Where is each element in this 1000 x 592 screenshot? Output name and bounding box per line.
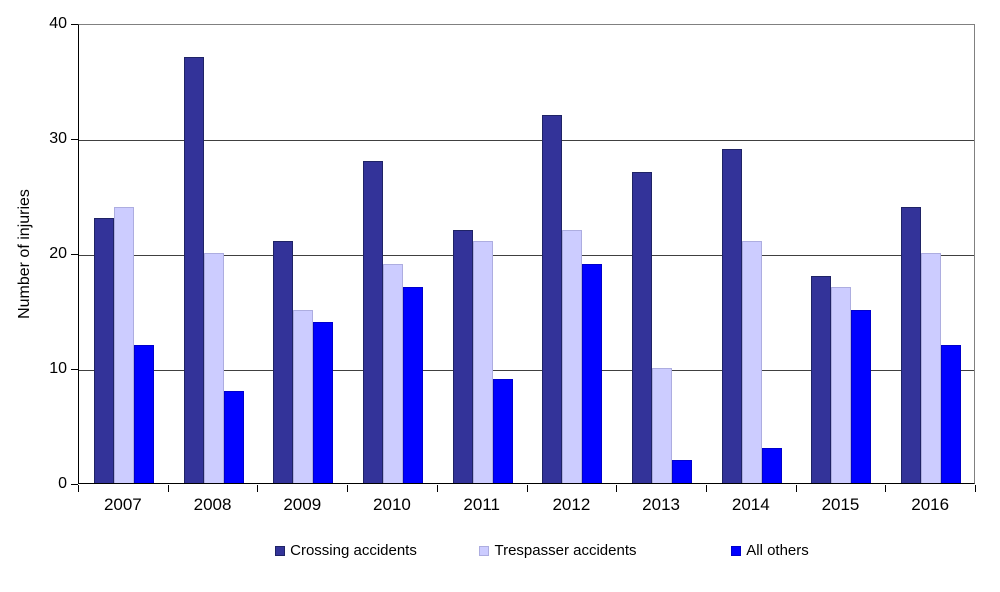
bar-all-others-2009 <box>313 322 334 483</box>
x-label-2014: 2014 <box>731 495 770 514</box>
bar-crossing-accidents-2015 <box>811 276 832 483</box>
bar-crossing-accidents-2016 <box>901 207 922 483</box>
legend: Crossing accidents Trespasser accidents Al… <box>240 542 876 559</box>
y-tick-10 <box>71 368 78 370</box>
bar-all-others-2008 <box>223 391 244 483</box>
x-label-2016: 2016 <box>911 495 950 514</box>
bar-trespasser-accidents-2013 <box>652 368 673 483</box>
x-tick-6 <box>616 485 618 492</box>
x-tick-5 <box>526 485 528 492</box>
x-tick-3 <box>347 485 349 492</box>
bar-trespasser-accidents-2010 <box>382 264 403 483</box>
legend-label: Trespasser accidents <box>494 542 637 559</box>
x-label-2010: 2010 <box>373 495 411 514</box>
bar-all-others-2014 <box>761 448 782 483</box>
bar-all-others-2007 <box>133 345 154 483</box>
x-tick-9 <box>885 485 887 492</box>
bar-crossing-accidents-2013 <box>632 172 653 483</box>
x-label-2015: 2015 <box>821 495 860 514</box>
bar-all-others-2011 <box>492 379 513 483</box>
bar-crossing-accidents-2008 <box>183 57 204 483</box>
x-tick-7 <box>705 485 707 492</box>
bar-trespasser-accidents-2012 <box>562 230 583 483</box>
x-tick-2 <box>257 485 259 492</box>
y-tick-0 <box>71 483 78 485</box>
legend-item-trespasser-accidents: Trespasser accidents <box>452 542 664 559</box>
bar-crossing-accidents-2012 <box>542 115 563 483</box>
y-tick-40 <box>71 23 78 25</box>
bar-all-others-2010 <box>402 287 423 483</box>
x-label-2013: 2013 <box>642 495 680 514</box>
bar-trespasser-accidents-2009 <box>293 310 314 483</box>
bar-crossing-accidents-2014 <box>721 149 742 483</box>
legend-item-crossing-accidents: Crossing accidents <box>240 542 452 559</box>
legend-swatch-crossing-accidents <box>275 545 286 556</box>
y-tick-label-40: 40 <box>49 15 67 32</box>
bar-all-others-2012 <box>582 264 603 483</box>
gridline-10 <box>79 369 974 371</box>
y-tick-30 <box>71 138 78 140</box>
x-axis-labels: 2007 2008 2009 2010 2011 2012 2013 2014 2015 2016 <box>78 495 975 515</box>
bar-crossing-accidents-2011 <box>452 230 473 483</box>
x-label-2012: 2012 <box>552 495 591 514</box>
gridline-20 <box>79 254 974 256</box>
bar-trespasser-accidents-2008 <box>203 253 224 483</box>
y-tick-label-20: 20 <box>49 245 67 262</box>
legend-label: All others <box>746 542 809 559</box>
bar-trespasser-accidents-2007 <box>113 207 134 483</box>
bar-trespasser-accidents-2014 <box>741 241 762 483</box>
bar-crossing-accidents-2010 <box>362 161 383 483</box>
bar-trespasser-accidents-2016 <box>921 253 942 483</box>
bar-all-others-2015 <box>851 310 872 483</box>
bar-crossing-accidents-2009 <box>273 241 294 483</box>
bar-trespasser-accidents-2015 <box>831 287 852 483</box>
legend-swatch-trespasser-accidents <box>479 545 490 556</box>
plot-area <box>78 24 975 484</box>
y-tick-20 <box>71 253 78 255</box>
x-label-2007: 2007 <box>103 495 142 514</box>
x-label-2008: 2008 <box>193 495 232 514</box>
gridline-30 <box>79 139 974 141</box>
bar-all-others-2013 <box>672 460 693 483</box>
legend-label: Crossing accidents <box>290 542 417 559</box>
bar-crossing-accidents-2007 <box>93 218 114 483</box>
x-tick-0 <box>78 485 79 492</box>
x-tick-10 <box>975 485 976 492</box>
x-label-2009: 2009 <box>283 495 322 514</box>
legend-swatch-all-others <box>731 545 742 556</box>
y-tick-label-30: 30 <box>49 130 67 147</box>
y-tick-label-10: 10 <box>49 360 67 377</box>
x-label-2011: 2011 <box>463 495 500 514</box>
y-tick-label-0: 0 <box>58 475 67 492</box>
bar-trespasser-accidents-2011 <box>472 241 493 483</box>
bar-all-others-2016 <box>941 345 962 483</box>
legend-item-all-others: All others <box>664 542 876 559</box>
x-tick-4 <box>436 485 438 492</box>
x-tick-1 <box>167 485 169 492</box>
x-tick-8 <box>795 485 797 492</box>
